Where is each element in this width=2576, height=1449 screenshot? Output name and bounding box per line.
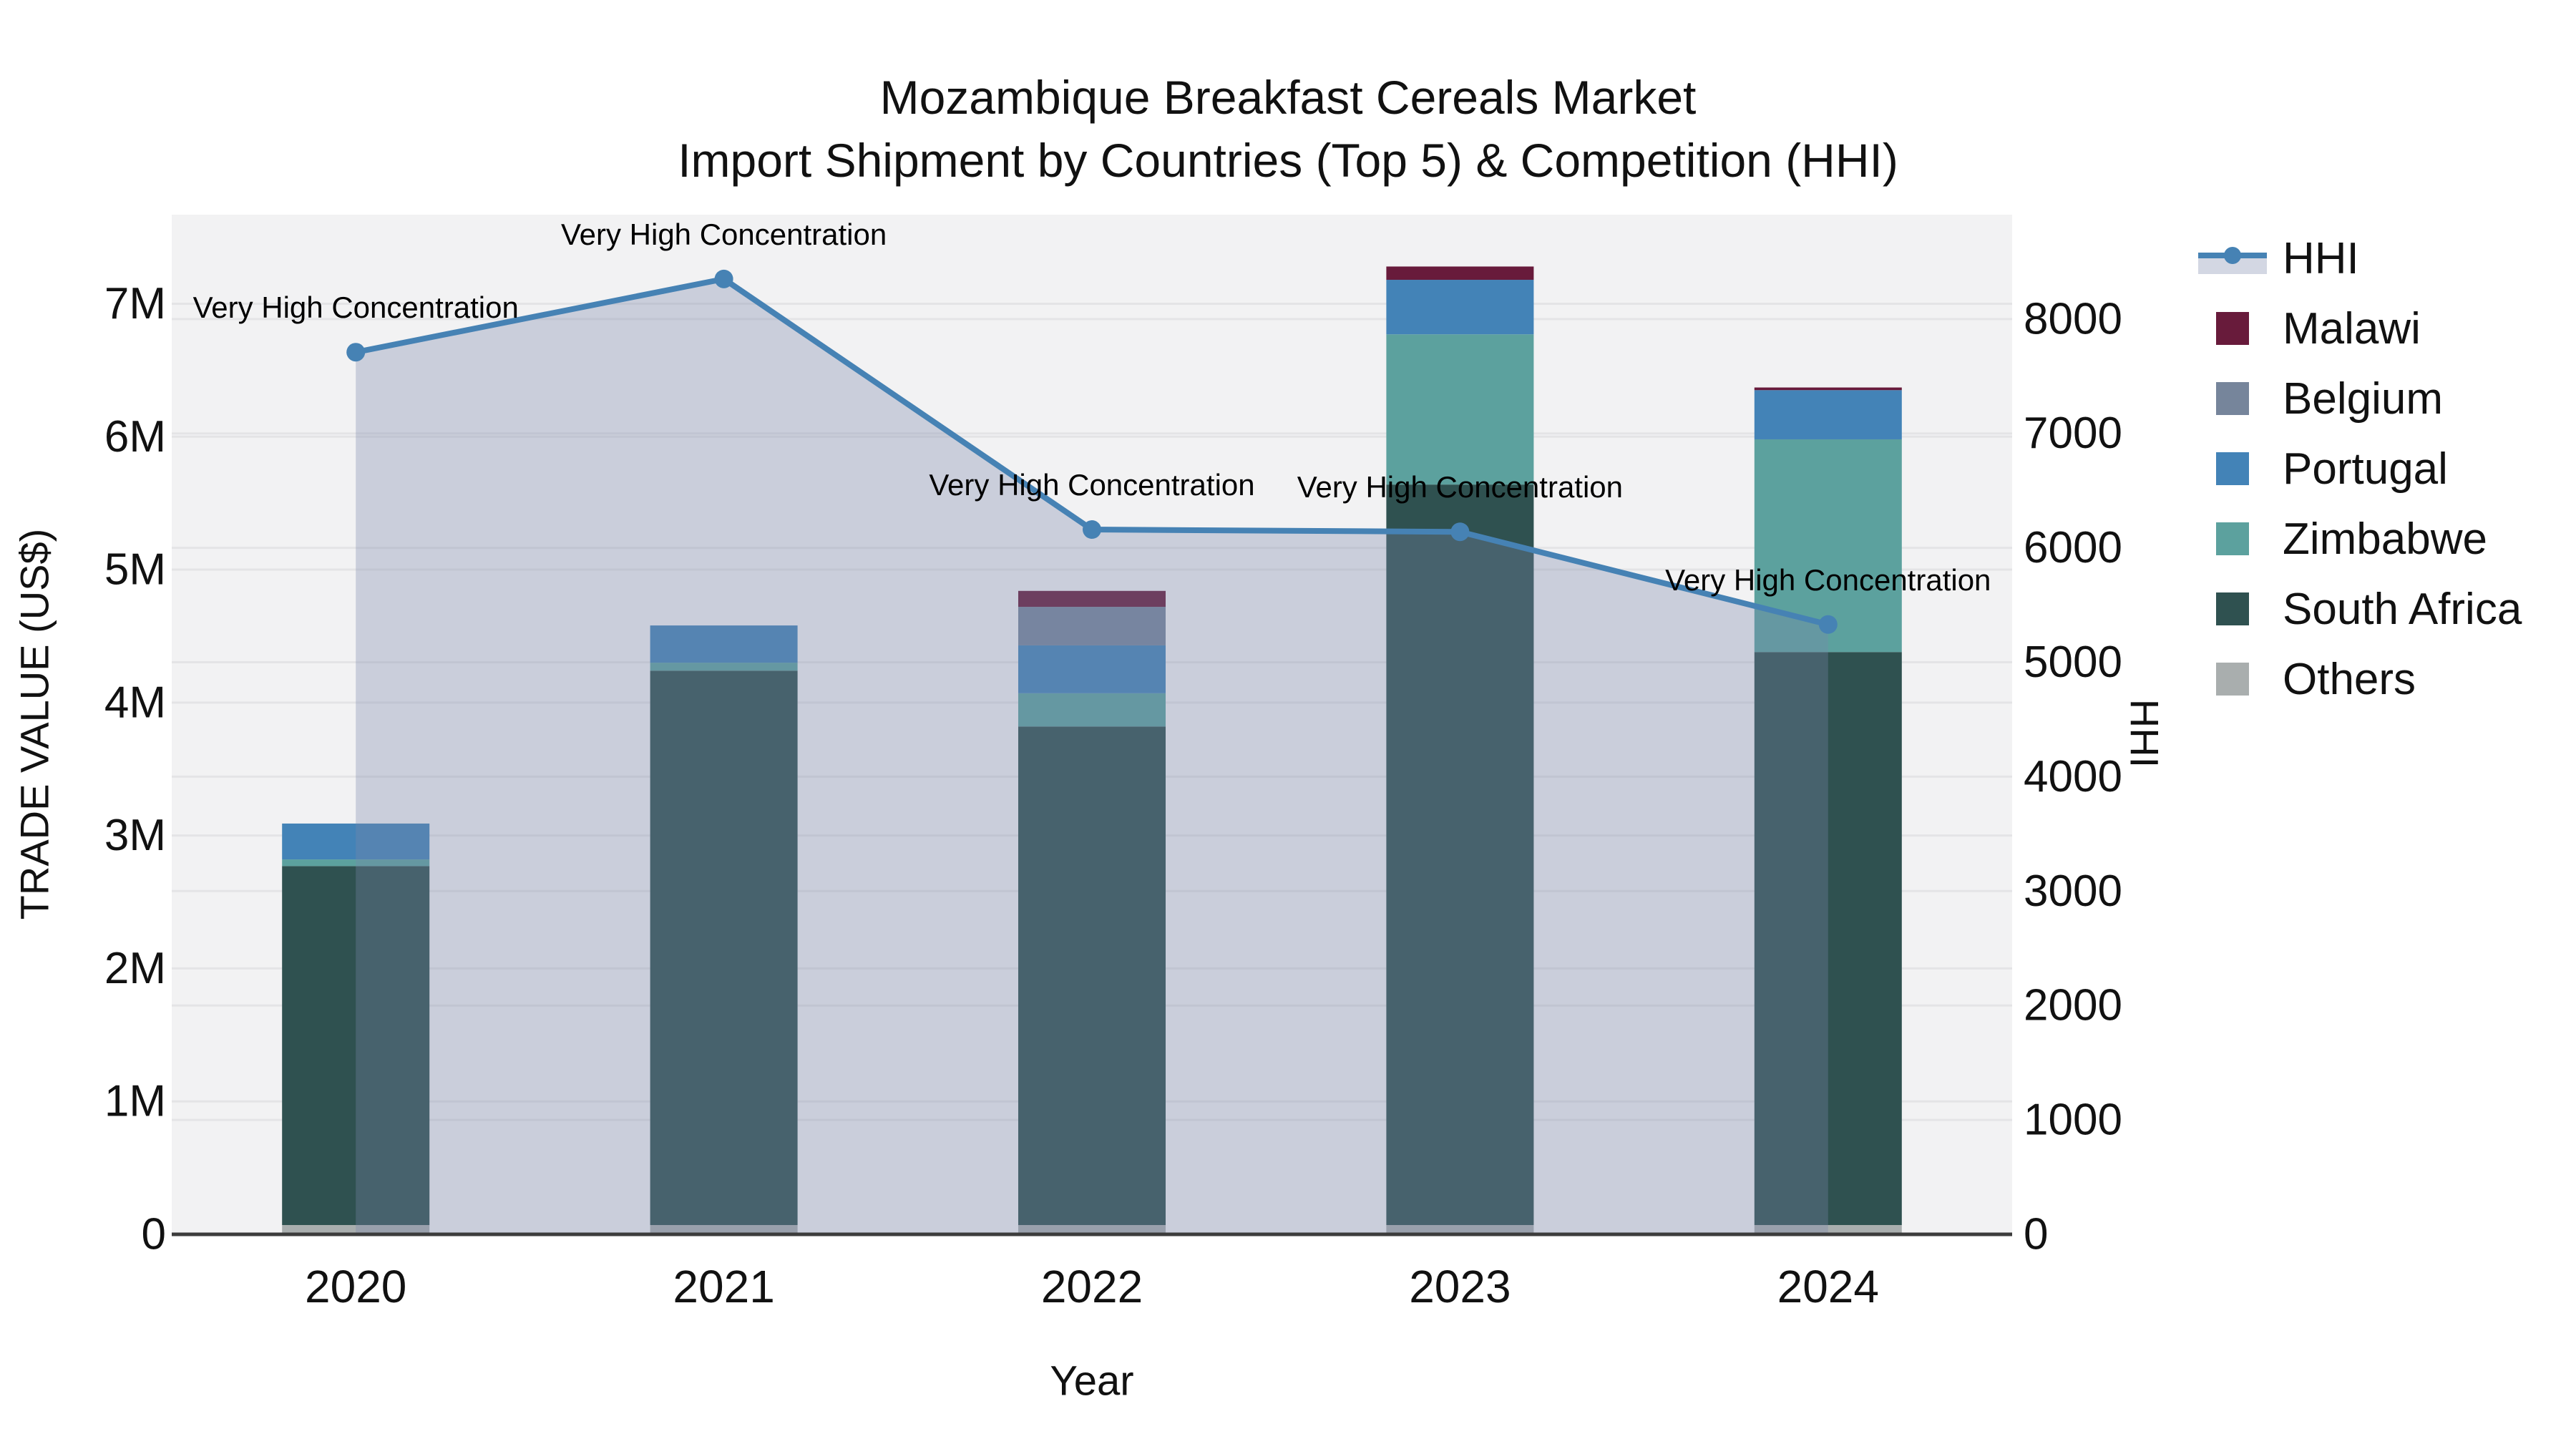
bar-segment-2023-portugal[interactable] (1386, 280, 1534, 335)
legend-label: Portugal (2283, 444, 2448, 494)
hhi-area-fill (356, 278, 1828, 1235)
y-right-axis-title: HHI (2122, 698, 2167, 769)
y-left-tick-label-1M: 1M (104, 1077, 166, 1126)
bar-segment-2022-malawi[interactable] (1018, 590, 1166, 608)
x-tick-label-2020: 2020 (305, 1261, 406, 1312)
legend-label: HHI (2283, 233, 2359, 283)
bar-segment-2021-zimbabwe[interactable] (650, 663, 798, 671)
y-right-tick-label-7000: 7000 (2024, 409, 2122, 458)
annotation-2021: Very High Concentration (561, 218, 887, 251)
y-right-tick-label-2000: 2000 (2024, 981, 2122, 1030)
bar-segment-2023-south-africa[interactable] (1386, 484, 1534, 1225)
bar-segment-2022-south-africa[interactable] (1018, 726, 1166, 1225)
x-tick-label-2023: 2023 (1409, 1261, 1511, 1312)
legend-color-swatch (2216, 663, 2249, 696)
bar-segment-2023-others[interactable] (1386, 1224, 1534, 1234)
bar-segment-2022-belgium[interactable] (1018, 607, 1166, 645)
y-left-tick-label-0: 0 (142, 1210, 166, 1259)
legend-color-swatch (2216, 522, 2249, 555)
bar-segment-2023-zimbabwe[interactable] (1386, 334, 1534, 485)
legend-item-belgium[interactable]: Belgium (2198, 364, 2522, 434)
x-tick-label-2022: 2022 (1041, 1261, 1143, 1312)
x-tick-label-2021: 2021 (673, 1261, 774, 1312)
zimbabwe-swatch-icon (2198, 522, 2267, 555)
annotation-2020: Very High Concentration (193, 291, 519, 324)
others-swatch-icon (2198, 663, 2267, 696)
y-right-tick-label-8000: 8000 (2024, 294, 2122, 343)
legend-item-others[interactable]: Others (2198, 644, 2522, 714)
south-africa-swatch-icon (2198, 592, 2267, 625)
bar-segment-2022-zimbabwe[interactable] (1018, 693, 1166, 727)
bar-segment-2021-others[interactable] (650, 1224, 798, 1234)
x-tick-label-2024: 2024 (1777, 1261, 1879, 1312)
y-right-tick-label-4000: 4000 (2024, 752, 2122, 801)
hhi-marker-2020[interactable] (346, 343, 366, 362)
legend-color-swatch (2216, 312, 2249, 345)
bar-segment-2020-south-africa[interactable] (282, 866, 430, 1225)
y-left-tick-label-3M: 3M (104, 811, 166, 860)
chart-title-line2: Import Shipment by Countries (Top 5) & C… (678, 134, 1898, 187)
legend-label: Belgium (2283, 374, 2443, 424)
hhi-marker-2024[interactable] (1818, 615, 1838, 634)
x-axis-title: Year (1050, 1357, 1134, 1405)
bar-segment-2024-portugal[interactable] (1754, 390, 1902, 439)
hhi-line-legend-icon (2198, 235, 2267, 281)
chart-title: Mozambique Breakfast Cereals Market Impo… (0, 66, 2576, 192)
annotation-2022: Very High Concentration (929, 468, 1254, 502)
annotation-2023: Very High Concentration (1297, 470, 1623, 504)
y-left-tick-label-6M: 6M (104, 412, 166, 462)
annotation-2024: Very High Concentration (1665, 563, 1991, 597)
legend-item-hhi[interactable]: HHI (2198, 223, 2522, 293)
bar-segment-2023-malawi[interactable] (1386, 266, 1534, 280)
hhi-marker-2023[interactable] (1450, 522, 1470, 542)
hhi-marker-2022[interactable] (1083, 520, 1101, 540)
legend-color-swatch (2216, 382, 2249, 415)
chart-title-line1: Mozambique Breakfast Cereals Market (879, 71, 1697, 124)
hhi-marker-2021[interactable] (714, 269, 733, 288)
y-left-axis-title: TRADE VALUE (US$) (11, 528, 57, 920)
legend-item-zimbabwe[interactable]: Zimbabwe (2198, 504, 2522, 574)
y-right-tick-label-1000: 1000 (2024, 1096, 2122, 1145)
bar-segment-2020-portugal[interactable] (282, 823, 430, 860)
y-left-tick-label-2M: 2M (104, 944, 166, 993)
y-left-tick-label-7M: 7M (104, 279, 166, 328)
legend-label: South Africa (2283, 584, 2522, 634)
bar-segment-2021-south-africa[interactable] (650, 670, 798, 1225)
legend: HHI Malawi Belgium Portugal Zimbabwe South Af… (2198, 223, 2522, 714)
legend-label: Malawi (2283, 303, 2421, 353)
bar-segment-2020-others[interactable] (282, 1224, 430, 1234)
legend-color-swatch (2216, 452, 2249, 485)
legend-color-swatch (2216, 592, 2249, 625)
belgium-swatch-icon (2198, 382, 2267, 415)
bar-segment-2022-portugal[interactable] (1018, 645, 1166, 693)
bar-segment-2022-others[interactable] (1018, 1224, 1166, 1234)
malawi-swatch-icon (2198, 312, 2267, 345)
legend-label: Others (2283, 654, 2416, 704)
y-right-tick-label-3000: 3000 (2024, 867, 2122, 916)
portugal-swatch-icon (2198, 452, 2267, 485)
legend-label: Zimbabwe (2283, 514, 2487, 564)
bar-segment-2024-malawi[interactable] (1754, 387, 1902, 391)
legend-item-portugal[interactable]: Portugal (2198, 434, 2522, 504)
bar-segment-2024-others[interactable] (1754, 1224, 1902, 1234)
bar-segment-2021-portugal[interactable] (650, 625, 798, 663)
y-left-tick-label-4M: 4M (104, 678, 166, 727)
y-right-tick-label-0: 0 (2024, 1210, 2048, 1259)
y-right-tick-label-5000: 5000 (2024, 638, 2122, 687)
legend-item-south-africa[interactable]: South Africa (2198, 574, 2522, 644)
bar-segment-2024-south-africa[interactable] (1754, 652, 1902, 1225)
y-left-tick-label-5M: 5M (104, 545, 166, 595)
y-right-tick-label-6000: 6000 (2024, 523, 2122, 572)
legend-item-malawi[interactable]: Malawi (2198, 293, 2522, 364)
bar-segment-2020-zimbabwe[interactable] (282, 859, 430, 867)
